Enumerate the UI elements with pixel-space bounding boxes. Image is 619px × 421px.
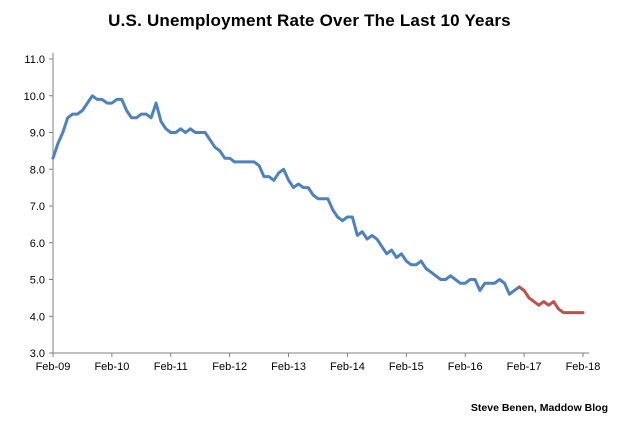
chart-title: U.S. Unemployment Rate Over The Last 10 … [108, 11, 511, 30]
x-tick-label: Feb-15 [389, 361, 424, 373]
y-tick-label: 6.0 [30, 238, 45, 250]
x-tick-label: Feb-14 [330, 361, 365, 373]
credit-caption: Steve Benen, Maddow Blog [470, 402, 608, 414]
y-tick-label: 10.0 [24, 91, 45, 103]
y-tick-label: 7.0 [30, 201, 45, 213]
x-tick-label: Feb-17 [507, 361, 542, 373]
y-tick-label: 9.0 [30, 128, 45, 140]
x-tick-label: Feb-10 [94, 361, 129, 373]
y-tick-label: 5.0 [30, 275, 45, 287]
x-tick-label: Feb-16 [448, 361, 483, 373]
y-tick-label: 3.0 [30, 348, 45, 360]
x-tick-label: Feb-18 [566, 361, 601, 373]
y-tick-label: 8.0 [30, 164, 45, 176]
x-tick-label: Feb-09 [36, 361, 71, 373]
x-tick-label: Feb-12 [212, 361, 247, 373]
x-tick-label: Feb-13 [271, 361, 306, 373]
y-tick-label: 4.0 [30, 311, 45, 323]
y-tick-label: 11.0 [24, 54, 45, 66]
x-tick-label: Feb-11 [154, 361, 188, 373]
series-line-2017-onward [517, 285, 585, 315]
series-line-pre-2017 [51, 94, 521, 296]
